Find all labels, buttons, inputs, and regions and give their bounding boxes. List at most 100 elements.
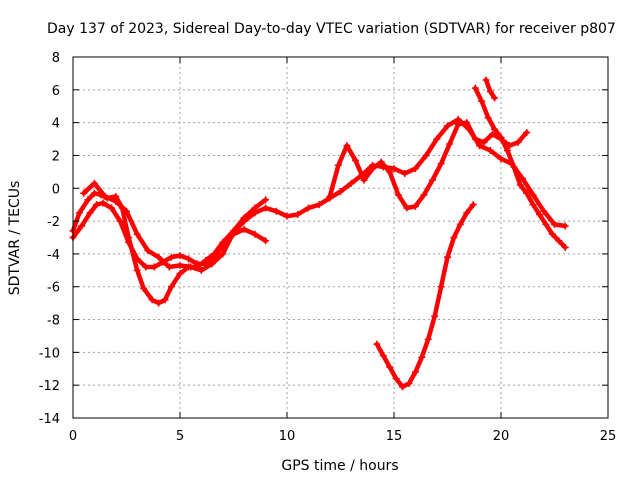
- data-point: [444, 122, 451, 130]
- x-tick-label: 20: [493, 429, 510, 444]
- data-point: [304, 204, 312, 212]
- data-point: [510, 163, 518, 171]
- series-line: [81, 117, 568, 273]
- data-point: [422, 151, 430, 159]
- data-point: [210, 250, 218, 258]
- data-point: [486, 87, 494, 95]
- y-tick-label: 8: [52, 51, 60, 66]
- series-track-2: [69, 189, 270, 307]
- data-point: [176, 252, 184, 260]
- data-point: [542, 220, 550, 228]
- data-point: [78, 222, 86, 230]
- data-point: [529, 201, 537, 209]
- axis-ticks: [72, 56, 609, 419]
- data-point: [469, 201, 477, 209]
- y-tick-label: 0: [52, 182, 60, 197]
- x-tick-label: 5: [176, 429, 184, 444]
- data-point: [411, 368, 419, 376]
- data-point: [486, 147, 494, 155]
- data-point: [347, 179, 355, 187]
- data-point: [401, 170, 409, 178]
- x-axis-tick-labels: 0 5 10 15 20 25: [69, 429, 616, 444]
- data-point: [148, 296, 156, 304]
- series-line: [327, 120, 529, 211]
- data-point: [133, 230, 141, 238]
- data-point: [491, 125, 499, 133]
- series-track-3: [80, 115, 569, 274]
- data-point: [411, 165, 419, 173]
- data-point: [167, 283, 175, 291]
- data-point: [208, 260, 216, 268]
- data-point: [482, 76, 490, 84]
- data-point: [84, 196, 92, 204]
- data-point: [125, 234, 133, 241]
- data-point: [523, 189, 531, 197]
- data-point: [429, 176, 437, 184]
- data-point: [140, 284, 148, 292]
- data-point: [433, 135, 441, 143]
- data-point: [437, 283, 445, 291]
- data-point: [86, 209, 94, 217]
- data-point: [463, 209, 471, 217]
- data-point: [386, 168, 394, 176]
- data-point: [176, 261, 184, 269]
- data-point: [377, 158, 385, 166]
- data-point: [142, 263, 150, 271]
- data-point: [454, 120, 462, 128]
- data-point: [471, 135, 479, 143]
- data-point: [450, 234, 458, 241]
- data-point: [262, 196, 270, 204]
- y-tick-label: 6: [52, 84, 60, 99]
- data-traces: [69, 76, 569, 391]
- data-point: [90, 179, 98, 187]
- data-point: [80, 189, 88, 197]
- data-point: [403, 204, 411, 212]
- data-point: [133, 266, 141, 274]
- data-point: [123, 207, 130, 215]
- data-point: [108, 204, 116, 212]
- data-point: [240, 217, 248, 225]
- data-point: [326, 192, 334, 200]
- series-track-6: [471, 84, 569, 251]
- y-tick-label: -4: [47, 248, 60, 263]
- data-point: [411, 202, 419, 210]
- data-point: [463, 119, 471, 127]
- data-point: [116, 217, 124, 225]
- chart-title: Day 137 of 2023, Sidereal Day-to-day VTE…: [47, 21, 616, 37]
- data-point: [360, 176, 368, 184]
- plot-frame: [72, 56, 609, 419]
- data-point: [437, 160, 445, 168]
- data-point: [399, 383, 407, 391]
- data-point: [497, 155, 505, 163]
- data-point: [523, 128, 531, 136]
- data-point: [337, 188, 344, 196]
- y-tick-label: -6: [47, 281, 60, 296]
- data-point: [390, 165, 398, 173]
- series-line: [374, 202, 476, 390]
- data-point: [185, 255, 193, 263]
- y-tick-label: -10: [39, 346, 60, 361]
- data-point: [112, 197, 120, 205]
- data-point: [548, 230, 556, 238]
- data-point: [101, 192, 109, 200]
- series-track-5: [373, 201, 477, 391]
- data-point: [561, 243, 569, 251]
- data-point: [529, 191, 537, 199]
- data-point: [516, 181, 524, 189]
- data-point: [75, 209, 83, 217]
- series-track-1: [69, 199, 270, 271]
- y-tick-label: -12: [39, 379, 60, 394]
- data-point: [491, 94, 499, 102]
- data-point: [294, 211, 302, 219]
- data-point: [369, 165, 377, 173]
- data-point: [394, 191, 402, 199]
- data-point: [262, 204, 270, 212]
- data-point: [150, 263, 158, 271]
- data-point: [155, 253, 163, 261]
- data-point: [514, 138, 522, 146]
- data-point: [230, 229, 237, 237]
- data-point: [497, 133, 505, 141]
- data-point: [90, 189, 98, 197]
- data-point: [219, 238, 227, 246]
